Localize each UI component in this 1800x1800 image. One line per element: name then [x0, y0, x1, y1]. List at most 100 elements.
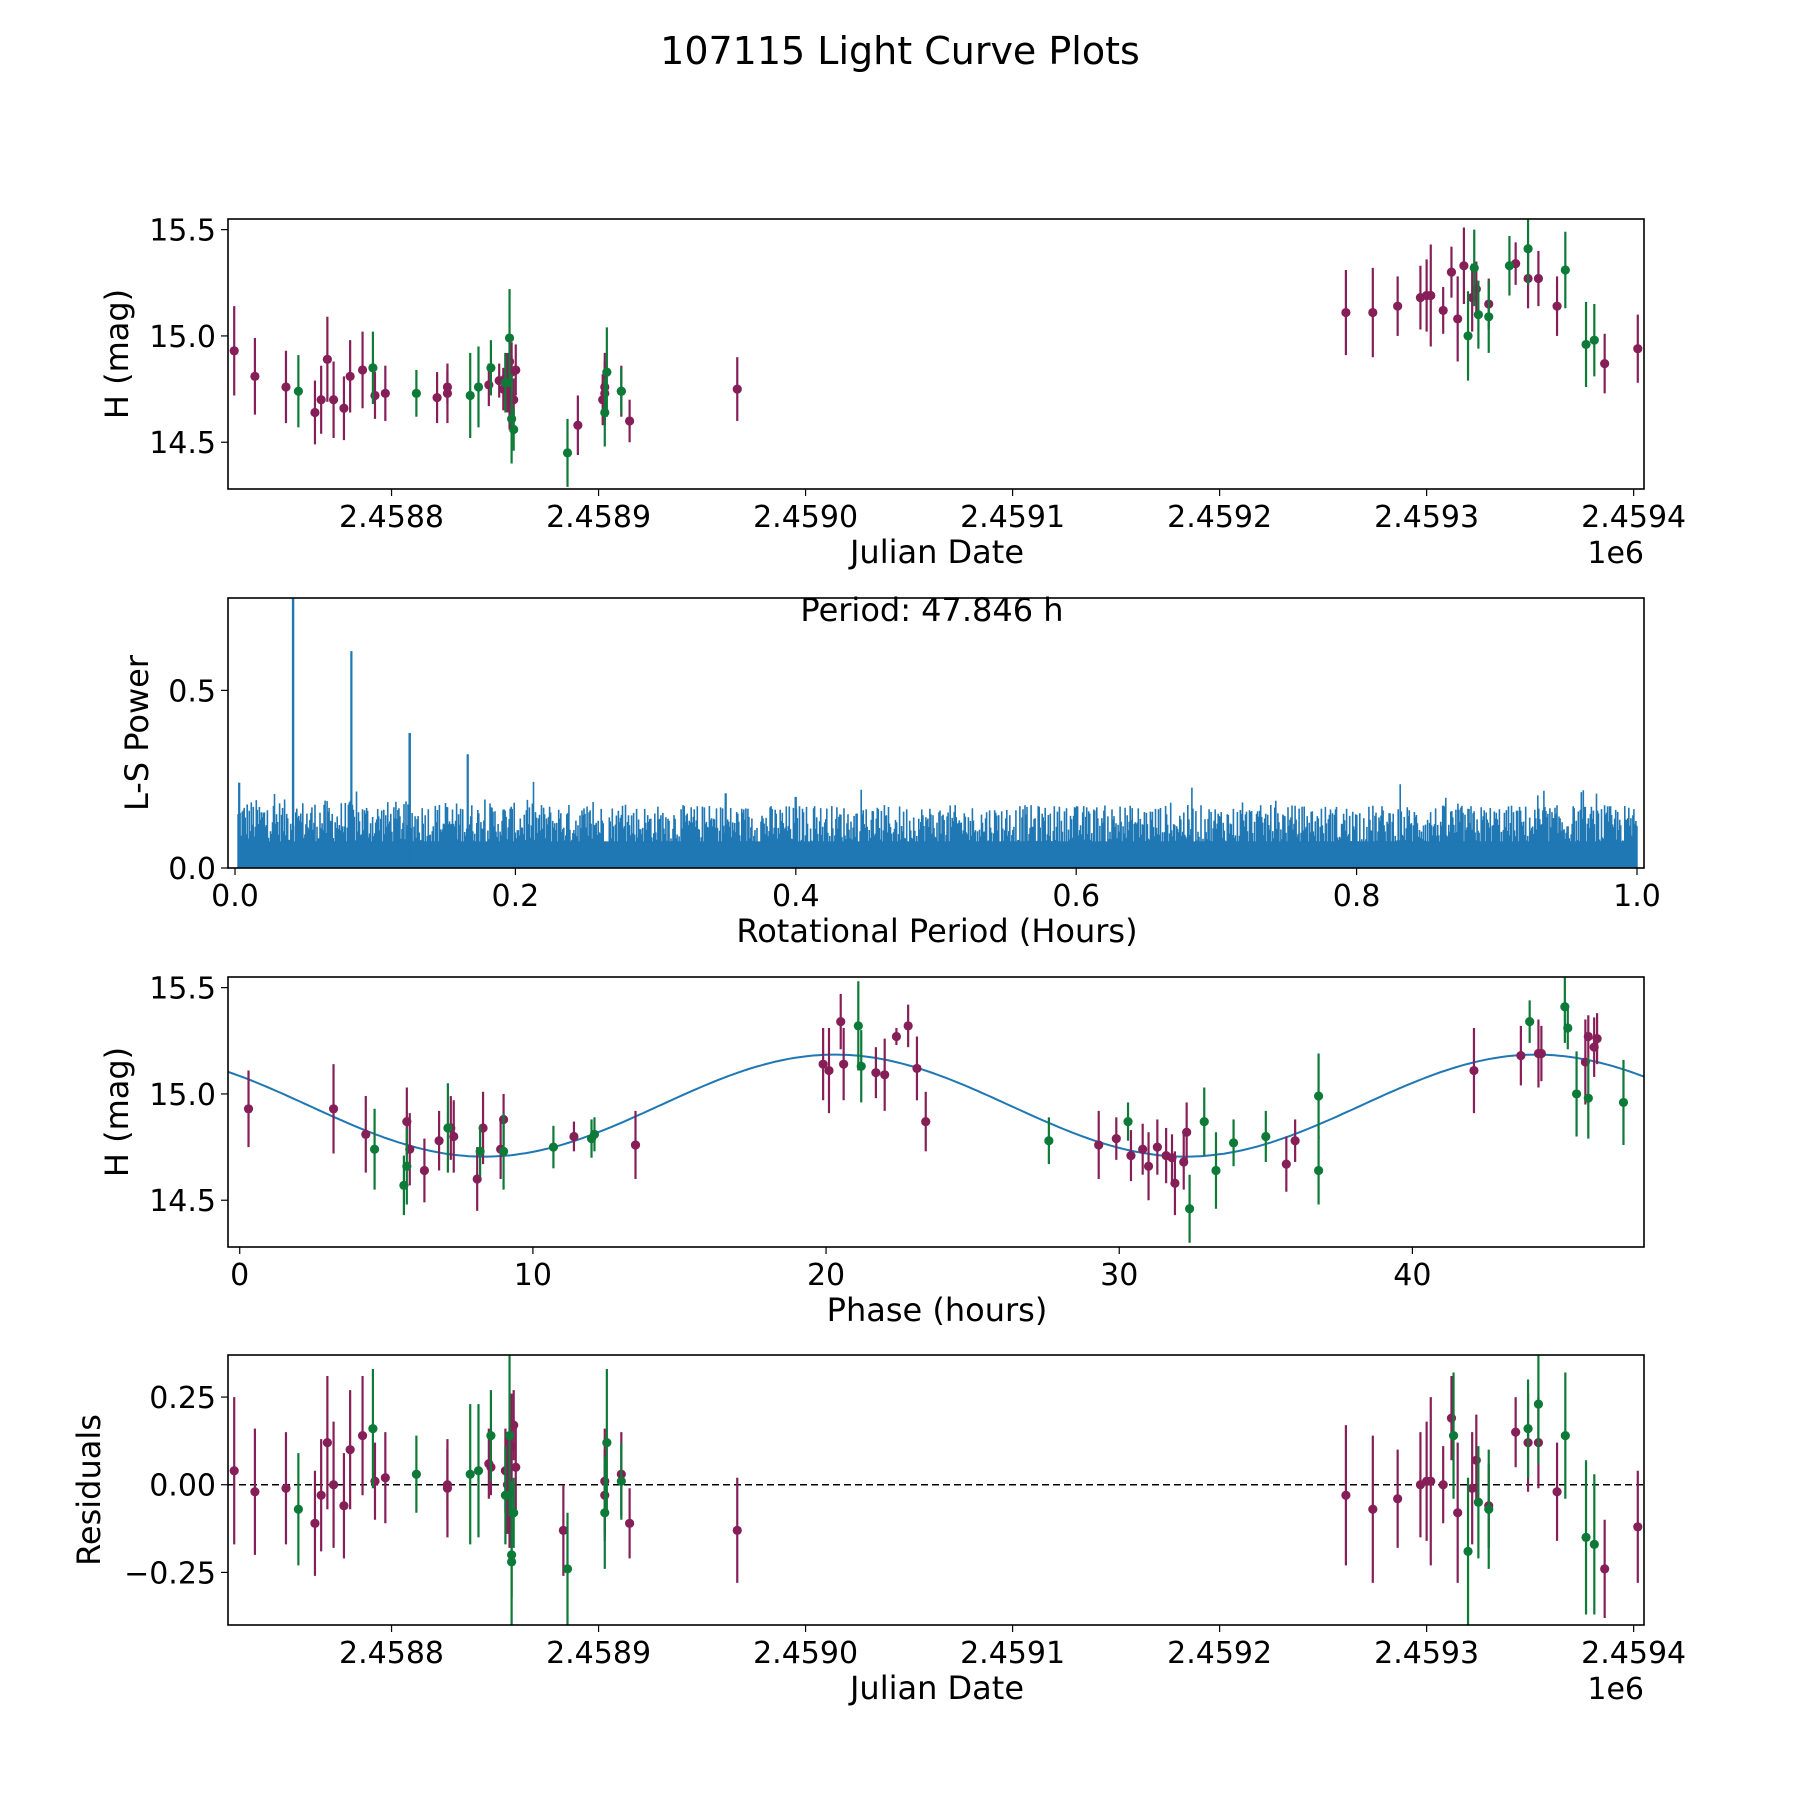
- y-tick-label: 15.5: [149, 214, 216, 249]
- data-point: [1281, 1159, 1291, 1169]
- data-point: [569, 1131, 579, 1142]
- data-point: [732, 1525, 742, 1535]
- data-point: [1471, 284, 1481, 294]
- data-point: [310, 1518, 320, 1528]
- axes-frame: [227, 1354, 1645, 1626]
- x-tick-label: 2.4592: [1167, 500, 1272, 535]
- x-tick-label: 0.8: [1333, 879, 1381, 914]
- x-offset-label: 1e6: [1587, 1672, 1644, 1707]
- data-point: [511, 1462, 521, 1472]
- panel-residuals: 2.4588 2.4589 2.4590 2.4591 2.4592 2.4593 2.45…: [70, 1354, 1686, 1707]
- data-point: [912, 1063, 922, 1074]
- data-point: [357, 365, 368, 375]
- data-point: [328, 1480, 339, 1490]
- data-point: [839, 1059, 849, 1069]
- data-point: [465, 1469, 475, 1479]
- data-point: [504, 1431, 515, 1441]
- data-point: [486, 363, 496, 373]
- data-point: [625, 416, 635, 426]
- y-tick-label: 0.0: [168, 852, 216, 887]
- x-tick-label: 0.6: [1052, 879, 1100, 914]
- data-point: [443, 1123, 453, 1133]
- data-point: [1453, 1508, 1463, 1518]
- data-point: [616, 386, 626, 396]
- data-point: [229, 1466, 239, 1476]
- data-point: [1571, 1089, 1582, 1099]
- x-tick-label: 2.4591: [960, 1636, 1065, 1671]
- data-point: [1138, 1144, 1148, 1154]
- data-point: [293, 386, 303, 396]
- data-point: [1111, 1133, 1121, 1144]
- data-point: [310, 407, 320, 418]
- data-point: [1094, 1140, 1104, 1150]
- data-point: [1446, 267, 1457, 277]
- data-point: [1600, 1564, 1610, 1574]
- data-point: [1341, 1490, 1351, 1500]
- data-point: [1453, 314, 1463, 324]
- data-point: [1633, 344, 1643, 354]
- data-point: [1583, 1093, 1593, 1103]
- x-tick-label: 30: [1100, 1258, 1138, 1293]
- data-point: [1471, 1455, 1481, 1465]
- data-point: [1589, 1539, 1599, 1549]
- data-point: [1511, 1427, 1521, 1437]
- data-point: [562, 1564, 573, 1574]
- data-point: [486, 1431, 496, 1441]
- data-point: [903, 1021, 913, 1031]
- data-point: [370, 390, 380, 401]
- data-point: [369, 1144, 380, 1154]
- data-point: [1182, 1127, 1192, 1137]
- data-point: [891, 1031, 902, 1042]
- y-tick-label: 0.00: [149, 1469, 216, 1504]
- data-point: [1438, 1480, 1448, 1490]
- x-tick-label: 2.4588: [339, 1636, 444, 1671]
- data-point: [600, 407, 610, 418]
- periodogram-line: [237, 598, 1638, 868]
- panel-phased-curve: 0 10 20 30 40 14.5 15.0 15.5 Phase (hours) H (mag…: [98, 972, 1645, 1329]
- data-point: [380, 1473, 390, 1483]
- data-point: [322, 354, 332, 364]
- x-tick-label: 2.4589: [546, 500, 651, 535]
- data-point: [484, 380, 494, 390]
- data-point: [625, 1518, 635, 1528]
- data-point: [1600, 358, 1610, 369]
- x-tick-label: 10: [514, 1258, 552, 1293]
- data-point: [1184, 1204, 1195, 1214]
- data-point: [1583, 1031, 1593, 1042]
- data-point: [1393, 301, 1403, 311]
- data-point: [357, 1431, 368, 1441]
- data-point: [616, 1476, 626, 1486]
- data-point: [1123, 1116, 1133, 1127]
- data-point: [509, 395, 519, 405]
- data-point: [243, 1104, 254, 1114]
- y-tick-label: 14.5: [149, 426, 216, 461]
- data-point: [1504, 261, 1515, 271]
- data-point: [1552, 1487, 1562, 1497]
- data-point: [1633, 1522, 1643, 1532]
- y-tick-label: 0.5: [168, 674, 216, 709]
- x-tick-label: 0.0: [211, 879, 259, 914]
- data-point: [1523, 244, 1533, 254]
- x-axis-label: Phase (hours): [827, 1291, 1048, 1329]
- data-point: [1473, 310, 1483, 320]
- data-point: [1126, 1150, 1136, 1161]
- data-point: [1313, 1165, 1324, 1176]
- data-point: [229, 346, 239, 356]
- fit-curve: [228, 1053, 1644, 1158]
- x-tick-label: 40: [1393, 1258, 1431, 1293]
- data-point: [1536, 1048, 1546, 1059]
- axes-frame: [227, 976, 1645, 1248]
- panel-periodogram: Period: 47.846 h 0.0 0.2 0.4 0.6 0.8 1.0 0.0 0.5…: [118, 591, 1661, 950]
- data-point: [1618, 1097, 1629, 1108]
- data-point: [339, 1501, 349, 1511]
- data-point: [504, 333, 515, 343]
- data-point: [281, 1483, 291, 1493]
- data-point: [507, 1557, 517, 1567]
- data-point: [1393, 1494, 1403, 1504]
- data-point: [281, 382, 291, 392]
- data-point: [1341, 307, 1351, 318]
- data-point: [1143, 1161, 1154, 1171]
- data-point: [1446, 1413, 1457, 1423]
- y-tick-label: −0.25: [124, 1556, 216, 1591]
- data-point: [1581, 1532, 1591, 1542]
